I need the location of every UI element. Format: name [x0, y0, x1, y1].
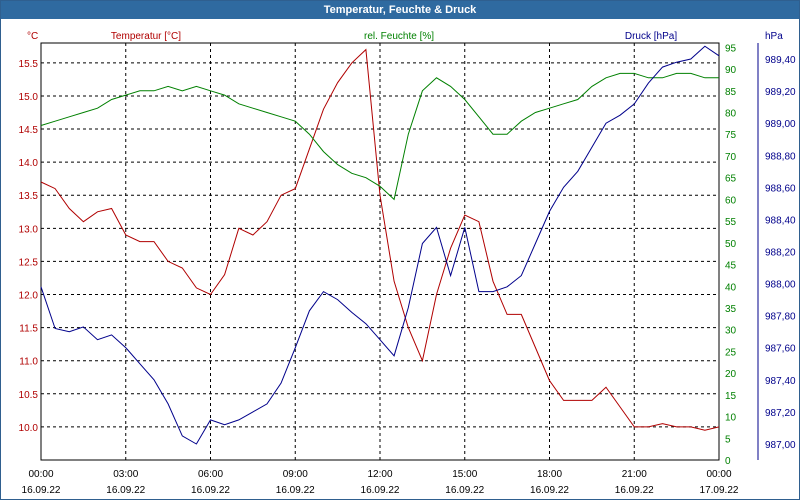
temperature-axis: 10.0 10.5 11.0 11.5 12.0 12.5 13.0 13.5 14.0 14.5… — [19, 59, 39, 434]
x-tick-date: 16.09.22 — [530, 485, 569, 496]
humidity-tick-label: 55 — [725, 217, 737, 228]
window-title: Temperatur, Feuchte & Druck — [1, 1, 799, 19]
x-tick-time: 09:00 — [283, 469, 308, 480]
humidity-tick-label: 0 — [725, 456, 731, 467]
humidity-tick-label: 10 — [725, 413, 737, 424]
x-tick-time: 06:00 — [198, 469, 223, 480]
x-tick-date: 16.09.22 — [276, 485, 315, 496]
x-tick-date: 16.09.22 — [191, 485, 230, 496]
humidity-tick-label: 25 — [725, 347, 737, 358]
x-tick-time: 03:00 — [113, 469, 138, 480]
humidity-tick-label: 35 — [725, 304, 737, 315]
humidity-tick-label: 80 — [725, 109, 737, 120]
pressure-tick-label: 988,80 — [765, 151, 796, 162]
x-tick-time: 18:00 — [537, 469, 562, 480]
temperature-tick-label: 13.5 — [19, 191, 39, 202]
humidity-tick-label: 50 — [725, 239, 737, 250]
series-line-pressure — [40, 45, 720, 445]
x-tick-date: 16.09.22 — [22, 485, 61, 496]
temperature-tick-label: 10.5 — [19, 390, 39, 401]
x-tick-date: 16.09.22 — [361, 485, 400, 496]
temperature-tick-label: 11.0 — [19, 357, 38, 368]
x-tick-date: 16.09.22 — [106, 485, 145, 496]
temperature-axis-label: Temperatur [°C] — [111, 31, 181, 42]
humidity-tick-label: 85 — [725, 87, 737, 98]
humidity-tick-label: 20 — [725, 369, 737, 380]
x-tick-time: 00:00 — [28, 469, 53, 480]
series-line-temperature — [40, 48, 720, 431]
pressure-tick-label: 989,20 — [765, 87, 796, 98]
grid — [41, 43, 719, 460]
pressure-axis: 987,00 987,20 987,40 987,60 987,80 988,00 988,… — [765, 55, 796, 451]
time-axis: 00:00 16.09.22 03:00 16.09.22 06:00 16.09.22 0… — [22, 469, 739, 496]
temperature-tick-label: 12.5 — [19, 257, 39, 268]
humidity-axis-label: rel. Feuchte [%] — [364, 31, 434, 42]
temperature-unit-label: °C — [27, 31, 38, 42]
humidity-tick-label: 70 — [725, 152, 737, 163]
x-tick-time: 00:00 — [706, 469, 731, 480]
pressure-tick-label: 988,20 — [765, 248, 796, 259]
temperature-tick-label: 14.5 — [19, 125, 39, 136]
humidity-tick-label: 90 — [725, 65, 737, 76]
x-tick-time: 15:00 — [452, 469, 477, 480]
pressure-tick-label: 988,60 — [765, 183, 796, 194]
temperature-tick-label: 10.0 — [19, 423, 39, 434]
pressure-tick-label: 987,40 — [765, 376, 796, 387]
humidity-tick-label: 75 — [725, 130, 737, 141]
pressure-tick-label: 987,60 — [765, 344, 796, 355]
humidity-tick-label: 45 — [725, 261, 737, 272]
temperature-tick-label: 13.0 — [19, 224, 39, 235]
x-tick-date: 17.09.22 — [700, 485, 739, 496]
pressure-axis-label: Druck [hPa] — [625, 31, 677, 42]
pressure-tick-label: 988,00 — [765, 280, 796, 291]
x-tick-date: 16.09.22 — [615, 485, 654, 496]
pressure-tick-label: 989,40 — [765, 55, 796, 66]
temperature-tick-label: 12.0 — [19, 291, 39, 302]
humidity-tick-label: 65 — [725, 174, 737, 185]
temperature-tick-label: 15.0 — [19, 92, 39, 103]
x-tick-time: 12:00 — [367, 469, 392, 480]
series-group — [40, 45, 720, 445]
pressure-unit-label: hPa — [765, 31, 783, 42]
humidity-tick-label: 15 — [725, 391, 737, 402]
humidity-tick-label: 5 — [725, 434, 731, 445]
pressure-tick-label: 988,40 — [765, 215, 796, 226]
temperature-tick-label: 14.0 — [19, 158, 39, 169]
series-line-humidity — [40, 72, 719, 201]
pressure-tick-label: 987,80 — [765, 312, 796, 323]
pressure-tick-label: 989,00 — [765, 119, 796, 130]
plot-frame — [40, 42, 720, 461]
x-tick-time: 21:00 — [622, 469, 647, 480]
humidity-tick-label: 60 — [725, 195, 737, 206]
chart-area: 10.0 10.5 11.0 11.5 12.0 12.5 13.0 13.5 14.0 14.5… — [19, 31, 796, 496]
x-tick-date: 16.09.22 — [445, 485, 484, 496]
pressure-tick-label: 987,20 — [765, 408, 796, 419]
pressure-tick-label: 987,00 — [765, 440, 796, 451]
axis-labels: °C Temperatur [°C] rel. Feuchte [%] Druck [… — [27, 31, 783, 42]
temperature-tick-label: 15.5 — [19, 59, 39, 70]
humidity-tick-label: 95 — [725, 43, 737, 54]
temperature-tick-label: 11.5 — [19, 324, 38, 335]
humidity-tick-label: 40 — [725, 282, 737, 293]
humidity-axis: 0 5 10 15 20 25 30 35 40 45 50 55 60 65 70 75 80 85 90 95 — [725, 43, 759, 467]
humidity-tick-label: 30 — [725, 326, 737, 337]
